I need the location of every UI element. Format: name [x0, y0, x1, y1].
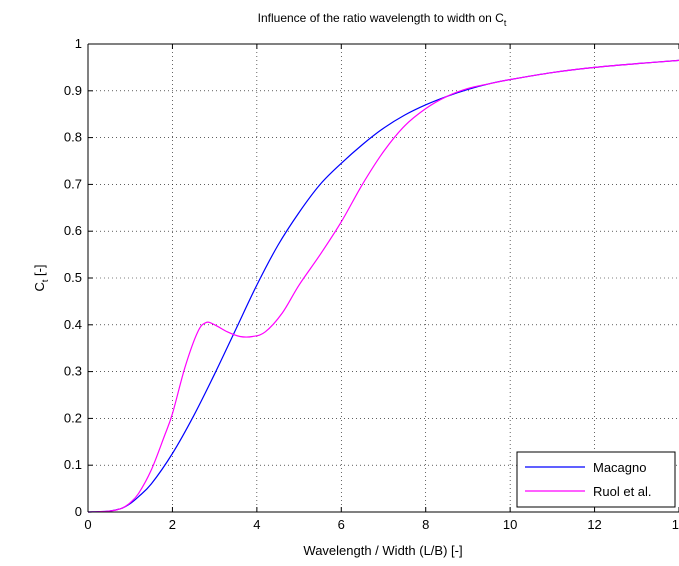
y-tick-label: 0.5 — [64, 270, 82, 285]
series-layer — [87, 59, 679, 513]
y-axis-label: Ct [-] — [32, 264, 50, 291]
y-tick-label: 0.7 — [64, 176, 82, 191]
chart-title: Influence of the ratio wavelength to wid… — [258, 11, 507, 28]
chart-title-main: Influence of the ratio wavelength to wid… — [258, 11, 504, 25]
x-tick-label: 8 — [422, 517, 429, 532]
x-tick-label: 10 — [503, 517, 517, 532]
y-tick-label: 0.2 — [64, 410, 82, 425]
y-tick-label: 0.4 — [64, 317, 82, 332]
y-tick-label: 0.3 — [64, 364, 82, 379]
y-axis-label-main: C — [32, 282, 47, 291]
legend: Macagno Ruol et al. — [516, 451, 676, 508]
legend-label-macagno: Macagno — [593, 460, 646, 475]
x-tick-label: 12 — [587, 517, 601, 532]
y-tick-label: 1 — [75, 36, 82, 51]
legend-box — [516, 451, 676, 508]
x-tick-label: 4 — [253, 517, 260, 532]
x-tick-label: 6 — [338, 517, 345, 532]
y-axis-label-subscript: t — [40, 279, 50, 282]
ticks: 0 2 4 6 8 10 12 14 0 0.1 0.2 0.3 0.4 0.5 0.6 0.7 0.8 0.9 1 — [64, 36, 679, 532]
y-tick-label: 0.8 — [64, 130, 82, 145]
x-axis-label: Wavelength / Width (L/B) [-] — [303, 543, 462, 558]
y-tick-label: 0 — [75, 504, 82, 519]
y-tick-label: 0.1 — [64, 457, 82, 472]
legend-label-ruol: Ruol et al. — [593, 484, 652, 499]
x-tick-label: 2 — [169, 517, 176, 532]
y-tick-label: 0.9 — [64, 83, 82, 98]
chart-title-subscript: t — [504, 18, 507, 28]
y-tick-label: 0.6 — [64, 223, 82, 238]
series-line-ruol-et-al — [87, 59, 679, 513]
y-axis-label-suffix: [-] — [32, 264, 47, 279]
x-tick-label: 0 — [84, 517, 91, 532]
x-tick-label: 14 — [672, 517, 679, 532]
